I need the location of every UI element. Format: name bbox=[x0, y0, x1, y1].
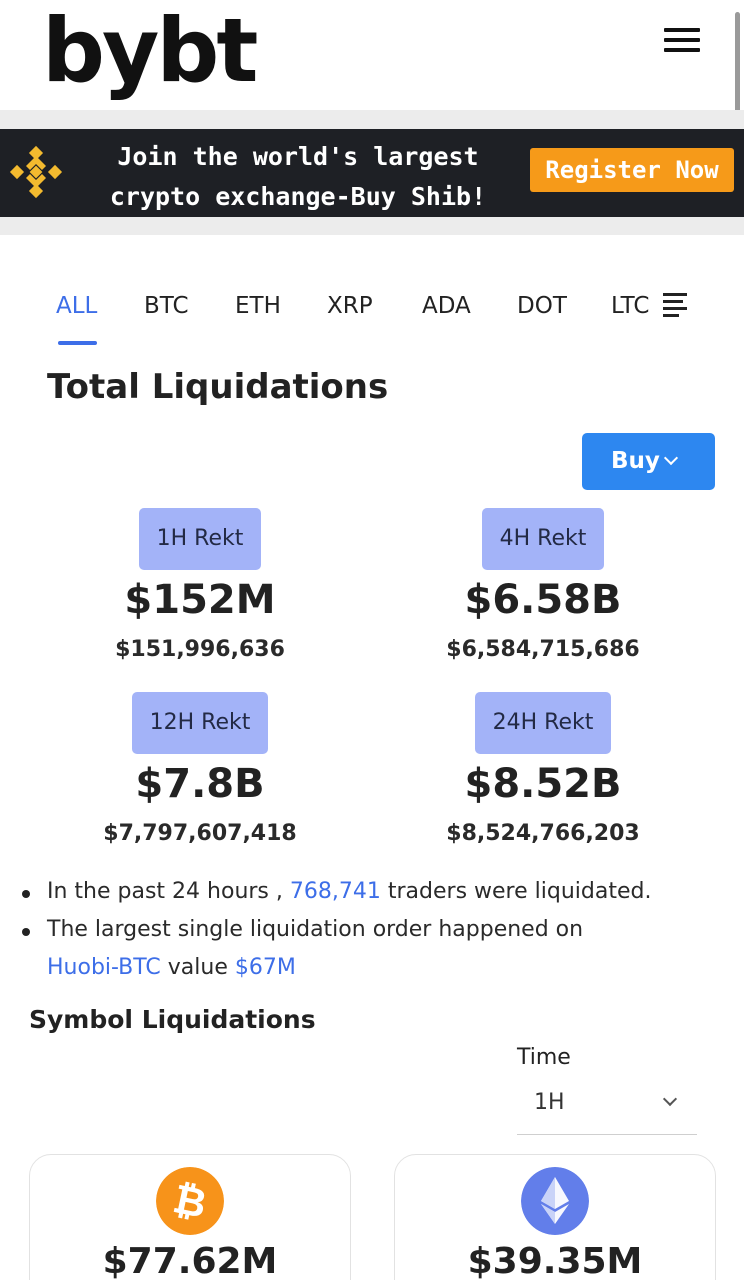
stat-exact-value: $151,996,636 bbox=[115, 637, 285, 662]
coin-tabs: ALL BTC ETH XRP ADA DOT LTC bbox=[0, 284, 744, 328]
tab-dot[interactable]: DOT bbox=[517, 293, 567, 319]
summary-text: traders were liquidated. bbox=[387, 879, 652, 904]
tab-btc[interactable]: BTC bbox=[144, 293, 189, 319]
buy-dropdown-button[interactable]: Buy bbox=[582, 433, 715, 490]
tabs-more-icon[interactable] bbox=[663, 293, 687, 317]
summary-text: value bbox=[167, 955, 228, 980]
tab-ada[interactable]: ADA bbox=[422, 293, 471, 319]
stat-exact-value: $7,797,607,418 bbox=[103, 821, 297, 846]
tab-xrp[interactable]: XRP bbox=[327, 293, 373, 319]
total-liquidations-title: Total Liquidations bbox=[47, 367, 389, 407]
ethereum-icon bbox=[521, 1167, 589, 1235]
bullet-dot bbox=[22, 890, 30, 898]
stat-badge: 4H Rekt bbox=[481, 508, 605, 570]
binance-logo-icon bbox=[9, 145, 63, 199]
summary-largest-order: The largest single liquidation order hap… bbox=[20, 911, 730, 987]
stat-1h: 1H Rekt $152M $151,996,636 bbox=[50, 508, 350, 670]
symbol-card-btc[interactable]: ₿ $77.62M bbox=[29, 1154, 351, 1280]
divider bbox=[0, 217, 744, 235]
chevron-down-icon bbox=[662, 1091, 678, 1107]
banner-text: Join the world's largest crypto exchange… bbox=[78, 137, 518, 217]
stat-value: $7.8B bbox=[135, 761, 265, 807]
stat-12h: 12H Rekt $7.8B $7,797,607,418 bbox=[50, 692, 350, 854]
time-label: Time bbox=[517, 1045, 571, 1070]
hamburger-menu-icon[interactable] bbox=[662, 26, 702, 54]
bitcoin-icon: ₿ bbox=[156, 1167, 224, 1235]
symbol-card-eth[interactable]: $39.35M bbox=[394, 1154, 716, 1280]
chevron-down-icon bbox=[663, 450, 679, 466]
stat-value: $152M bbox=[124, 577, 276, 623]
bullet-dot bbox=[22, 928, 30, 936]
time-select-value: 1H bbox=[534, 1090, 565, 1115]
top-header: bybt bbox=[0, 0, 744, 110]
stat-exact-value: $6,584,715,686 bbox=[446, 637, 640, 662]
symbol-amount: $77.62M bbox=[102, 1241, 278, 1280]
stat-value: $6.58B bbox=[464, 577, 622, 623]
symbol-liquidations-title: Symbol Liquidations bbox=[29, 1005, 316, 1034]
stat-exact-value: $8,524,766,203 bbox=[446, 821, 640, 846]
stat-badge: 1H Rekt bbox=[138, 508, 262, 570]
stat-value: $8.52B bbox=[464, 761, 622, 807]
exchange-link[interactable]: Huobi-BTC bbox=[47, 955, 161, 980]
divider bbox=[0, 110, 744, 129]
banner-text-line2: crypto exchange-Buy Shib! bbox=[109, 182, 487, 211]
register-now-button[interactable]: Register Now bbox=[530, 148, 734, 192]
tab-ltc[interactable]: LTC bbox=[611, 293, 650, 319]
active-tab-indicator bbox=[58, 341, 97, 345]
bybt-logo[interactable]: bybt bbox=[42, 0, 258, 102]
stat-badge: 12H Rekt bbox=[131, 692, 269, 754]
banner-text-line1: Join the world's largest bbox=[117, 142, 479, 171]
tab-eth[interactable]: ETH bbox=[235, 293, 281, 319]
stat-badge: 24H Rekt bbox=[474, 692, 612, 754]
tab-all[interactable]: ALL bbox=[56, 293, 98, 319]
stat-4h: 4H Rekt $6.58B $6,584,715,686 bbox=[393, 508, 693, 670]
stat-24h: 24H Rekt $8.52B $8,524,766,203 bbox=[393, 692, 693, 854]
liquidation-summary: In the past 24 hours , 768,741 traders w… bbox=[20, 873, 730, 987]
symbol-amount: $39.35M bbox=[467, 1241, 643, 1280]
order-value-link[interactable]: $67M bbox=[234, 955, 296, 980]
summary-text: In the past 24 hours , bbox=[47, 879, 283, 904]
traders-count-link[interactable]: 768,741 bbox=[289, 879, 381, 904]
time-select[interactable]: 1H bbox=[517, 1080, 697, 1135]
summary-text: The largest single liquidation order hap… bbox=[47, 917, 584, 942]
buy-label: Buy bbox=[611, 448, 660, 474]
summary-traders: In the past 24 hours , 768,741 traders w… bbox=[20, 873, 730, 911]
